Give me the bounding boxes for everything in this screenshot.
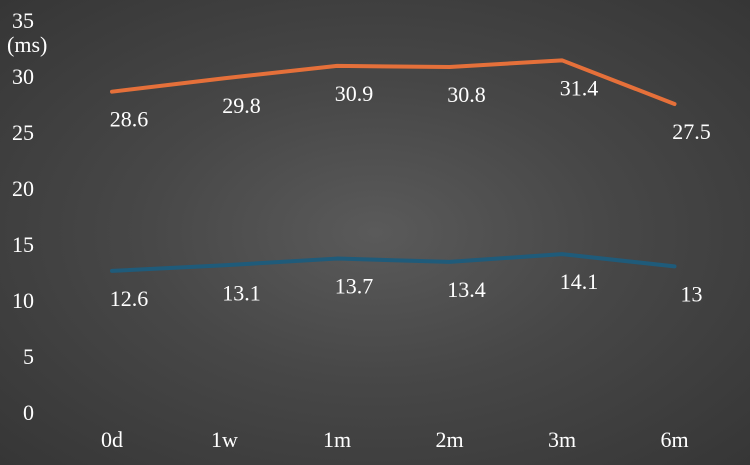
data-labels: 28.6 29.8 30.9 30.8 31.4 27.5 12.6 13.1 13.7 13.4… bbox=[110, 75, 711, 311]
x-tick-label: 0d bbox=[101, 427, 123, 452]
data-label: 27.5 bbox=[672, 119, 711, 144]
x-tick-label: 2m bbox=[435, 427, 463, 452]
y-tick-label: 20 bbox=[12, 176, 34, 201]
series-line-2 bbox=[110, 252, 677, 273]
x-tick-label: 6m bbox=[660, 427, 688, 452]
data-label: 28.6 bbox=[110, 107, 149, 132]
x-tick-label: 3m bbox=[548, 427, 576, 452]
y-tick-label: 30 bbox=[12, 64, 34, 89]
series-lines bbox=[110, 58, 677, 273]
series-line-1 bbox=[110, 58, 677, 106]
data-label: 14.1 bbox=[560, 269, 599, 294]
y-tick-label: 5 bbox=[23, 344, 34, 369]
data-label: 29.8 bbox=[222, 93, 261, 118]
y-tick-label: 15 bbox=[12, 232, 34, 257]
data-label: 31.4 bbox=[560, 75, 599, 100]
data-label: 12.6 bbox=[110, 286, 149, 311]
x-tick-label: 1m bbox=[323, 427, 351, 452]
y-tick-label: 25 bbox=[12, 120, 34, 145]
data-label: 30.9 bbox=[335, 81, 374, 106]
data-label: 30.8 bbox=[447, 82, 486, 107]
x-tick-label: 1w bbox=[211, 427, 238, 452]
data-label: 13 bbox=[681, 281, 703, 306]
data-label: 13.7 bbox=[335, 274, 374, 299]
x-axis-ticks: 0d 1w 1m 2m 3m 6m bbox=[101, 427, 689, 452]
data-label: 13.4 bbox=[447, 277, 486, 302]
y-tick-label: 10 bbox=[12, 288, 34, 313]
y-tick-label: 0 bbox=[23, 400, 34, 425]
y-axis-unit-label: (ms) bbox=[7, 32, 47, 57]
data-label: 13.1 bbox=[222, 280, 261, 305]
y-axis-ticks: 0 5 10 15 20 25 30 35 bbox=[12, 8, 34, 425]
y-tick-label: 35 bbox=[12, 8, 34, 33]
